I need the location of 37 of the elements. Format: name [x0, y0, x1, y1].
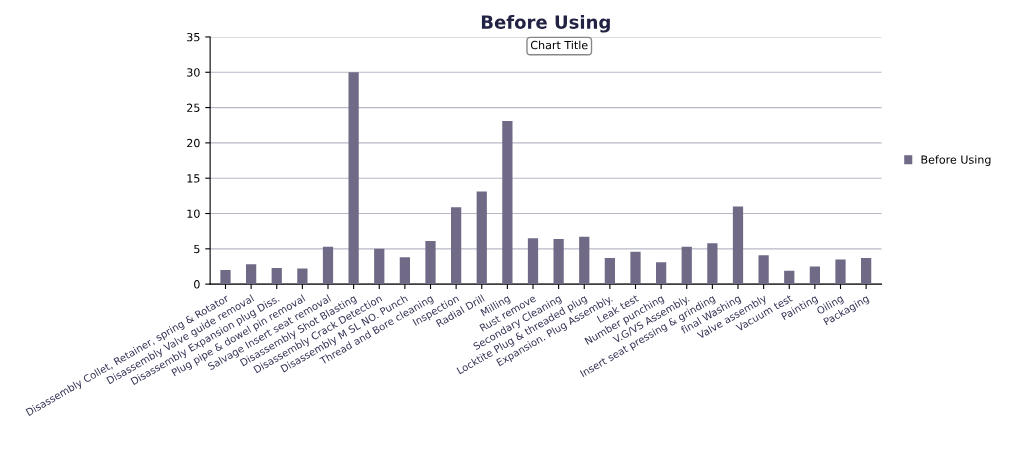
- bar: [630, 251, 641, 285]
- bar: [784, 270, 795, 285]
- legend-label: Before Using: [921, 155, 991, 166]
- bar: [502, 121, 513, 285]
- y-tick-label: 35: [187, 32, 200, 42]
- bar: [425, 241, 436, 285]
- y-tick-label: 15: [187, 174, 200, 183]
- bar: [861, 258, 872, 285]
- bar: [656, 262, 667, 285]
- bar: [707, 243, 718, 285]
- y-tick-label: 10: [187, 209, 200, 218]
- bar: [348, 72, 359, 285]
- y-tick-label: 20: [187, 138, 200, 148]
- bar: [476, 191, 487, 285]
- bar: [271, 267, 282, 285]
- bar: [681, 246, 692, 285]
- bar: [220, 270, 231, 285]
- bar: [835, 259, 846, 285]
- bar: [297, 268, 308, 285]
- chart-title: Before Using: [481, 14, 610, 33]
- bar: [732, 206, 744, 285]
- y-tick-label: 25: [187, 103, 200, 112]
- bar: [553, 238, 564, 285]
- bar: [399, 257, 410, 285]
- bar: [527, 238, 539, 285]
- bar: [809, 266, 820, 285]
- y-tick-label: 30: [187, 68, 200, 77]
- bar: [604, 258, 615, 285]
- bar: [322, 246, 334, 285]
- bar: [374, 248, 385, 285]
- bar: [579, 236, 590, 285]
- bar: [758, 255, 769, 285]
- bar: [451, 207, 462, 285]
- y-tick-label: 5: [194, 244, 200, 254]
- bar: [246, 264, 257, 285]
- annotation: Chart Title: [530, 40, 588, 50]
- y-tick-label: 0: [194, 280, 200, 289]
